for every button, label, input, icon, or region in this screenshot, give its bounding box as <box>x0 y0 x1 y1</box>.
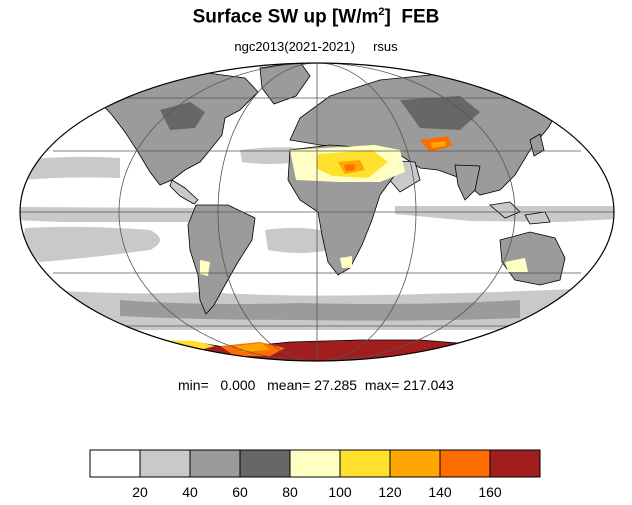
colorbar-labels: 20 40 60 80 100 120 140 160 <box>132 484 502 500</box>
central-america <box>169 179 199 205</box>
north-pacific-band <box>20 156 120 180</box>
map-stats: min= 0.000 mean= 27.285 max= 217.043 <box>0 377 632 393</box>
subtitle-run: ngc2013(2021-2021) <box>234 39 356 54</box>
stats-min-label: min= <box>178 377 209 393</box>
stats-mean-value: 27.285 <box>314 377 358 393</box>
map-title: Surface SW up [W/m2] FEB <box>0 6 632 28</box>
eurasia-dark <box>400 96 480 130</box>
colorbar-swatches <box>89 449 541 478</box>
colorbar-swatch <box>489 449 541 478</box>
colorbar-swatch <box>339 449 391 478</box>
map-subtitle: ngc2013(2021-2021) rsus <box>0 39 632 54</box>
colorbar-label: 120 <box>378 484 402 500</box>
south-atlantic-band <box>265 227 330 253</box>
south-pacific-band <box>22 226 160 262</box>
colorbar-label: 20 <box>132 484 148 500</box>
stats-mean-label: mean= <box>267 377 311 393</box>
colorbar-swatch <box>389 449 441 478</box>
india <box>454 164 481 201</box>
globe-outline <box>19 62 615 362</box>
stats-max-value: 217.043 <box>403 377 454 393</box>
antarctica-light-orange <box>235 343 270 352</box>
southern-ocean-dark-band <box>120 300 520 321</box>
tibet-mid <box>430 141 446 148</box>
colorbar-swatch <box>239 449 291 478</box>
southern-africa-light <box>340 256 352 268</box>
colorbar-label: 160 <box>478 484 502 500</box>
north-atlantic-band <box>240 147 300 164</box>
south-america-light <box>200 260 210 276</box>
colorbar-label: 60 <box>232 484 248 500</box>
tropical-ocean-band <box>20 207 240 222</box>
colorbar-swatch <box>89 449 141 478</box>
colorbar-swatch <box>439 449 491 478</box>
colorbar-label: 140 <box>428 484 452 500</box>
title-text: Surface SW up [W/m <box>192 6 379 28</box>
colorbar-swatch <box>289 449 341 478</box>
title-close: ] <box>384 6 391 28</box>
subtitle-variable: rsus <box>373 39 398 54</box>
stats-min-value: 0.000 <box>220 377 256 393</box>
graticule <box>20 63 614 361</box>
colorbar-swatch <box>139 449 191 478</box>
colorbar-label: 80 <box>282 484 298 500</box>
north-america-dark <box>160 102 205 130</box>
australia-light <box>505 258 528 272</box>
colorbar-label: 100 <box>328 484 352 500</box>
title-superscript: 2 <box>378 6 385 18</box>
sahara-red <box>344 164 355 171</box>
colorbar-label: 40 <box>182 484 198 500</box>
south-america <box>187 204 256 315</box>
title-month: FEB <box>401 6 440 28</box>
colorbar-swatch <box>189 449 241 478</box>
stats-max-label: max= <box>364 377 400 393</box>
